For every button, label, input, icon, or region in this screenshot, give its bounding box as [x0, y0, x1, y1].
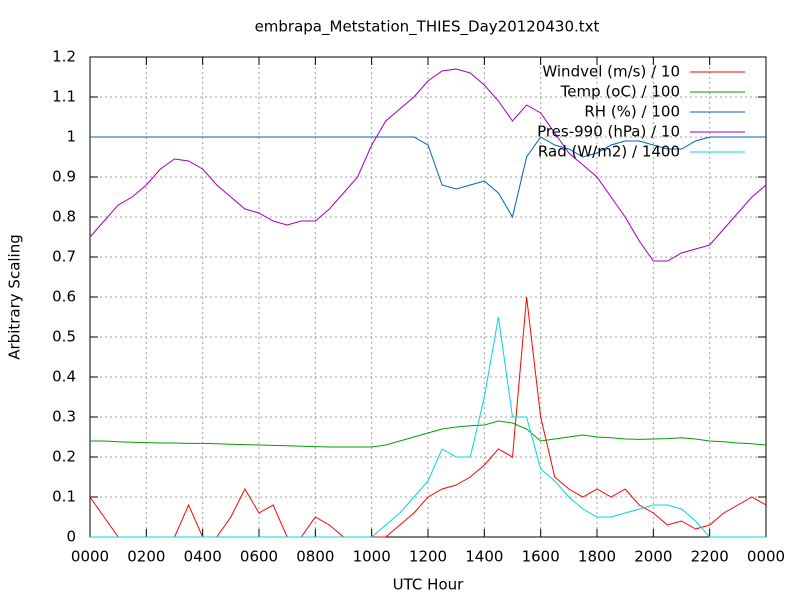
- x-tick-label: 1000: [353, 548, 391, 566]
- plot-border: [89, 56, 767, 538]
- x-tick-label: 1400: [465, 548, 503, 566]
- legend-label: Pres-990 (hPa) / 10: [537, 123, 680, 141]
- x-tick-label: 0000: [747, 548, 785, 566]
- x-tick-label: 1800: [578, 548, 616, 566]
- x-tick-label: 0200: [127, 548, 165, 566]
- y-tick-label: 0.3: [52, 408, 76, 426]
- x-tick-label: 2000: [634, 548, 672, 566]
- y-tick-label: 0.9: [52, 168, 76, 186]
- y-axis-label: Arbitrary Scaling: [6, 234, 24, 360]
- x-tick-label: 0000: [71, 548, 109, 566]
- x-tick-label: 1200: [409, 548, 447, 566]
- y-tick-label: 0.8: [52, 208, 76, 226]
- series-line: [89, 68, 767, 262]
- y-tick-label: 0.5: [52, 328, 76, 346]
- y-tick-label: 0.1: [52, 488, 76, 506]
- y-tick-label: 0.7: [52, 248, 76, 266]
- legend-label: RH (%) / 100: [584, 103, 680, 121]
- legend-label: Rad (W/m2) / 1400: [538, 143, 680, 161]
- x-tick-label: 0400: [184, 548, 222, 566]
- y-tick-label: 0.6: [52, 288, 76, 306]
- x-tick-label: 0600: [240, 548, 278, 566]
- x-axis-label: UTC Hour: [393, 576, 464, 594]
- y-tick-label: 1.2: [52, 48, 76, 66]
- y-tick-label: 1: [66, 128, 76, 146]
- x-tick-label: 0800: [296, 548, 334, 566]
- y-tick-label: 0.2: [52, 448, 76, 466]
- series-line: [90, 316, 766, 538]
- series-line: [90, 420, 767, 448]
- legend-label: Windvel (m/s) / 10: [542, 63, 680, 81]
- y-tick-label: 0.4: [52, 368, 76, 386]
- x-tick-label: 1600: [522, 548, 560, 566]
- chart-title: embrapa_Metstation_THIES_Day20120430.txt: [255, 18, 600, 37]
- series-line: [90, 136, 766, 219]
- legend-label: Temp (oC) / 100: [560, 83, 680, 101]
- y-tick-label: 1.1: [52, 88, 76, 106]
- y-tick-label: 0: [66, 528, 76, 546]
- x-tick-label: 2200: [691, 548, 729, 566]
